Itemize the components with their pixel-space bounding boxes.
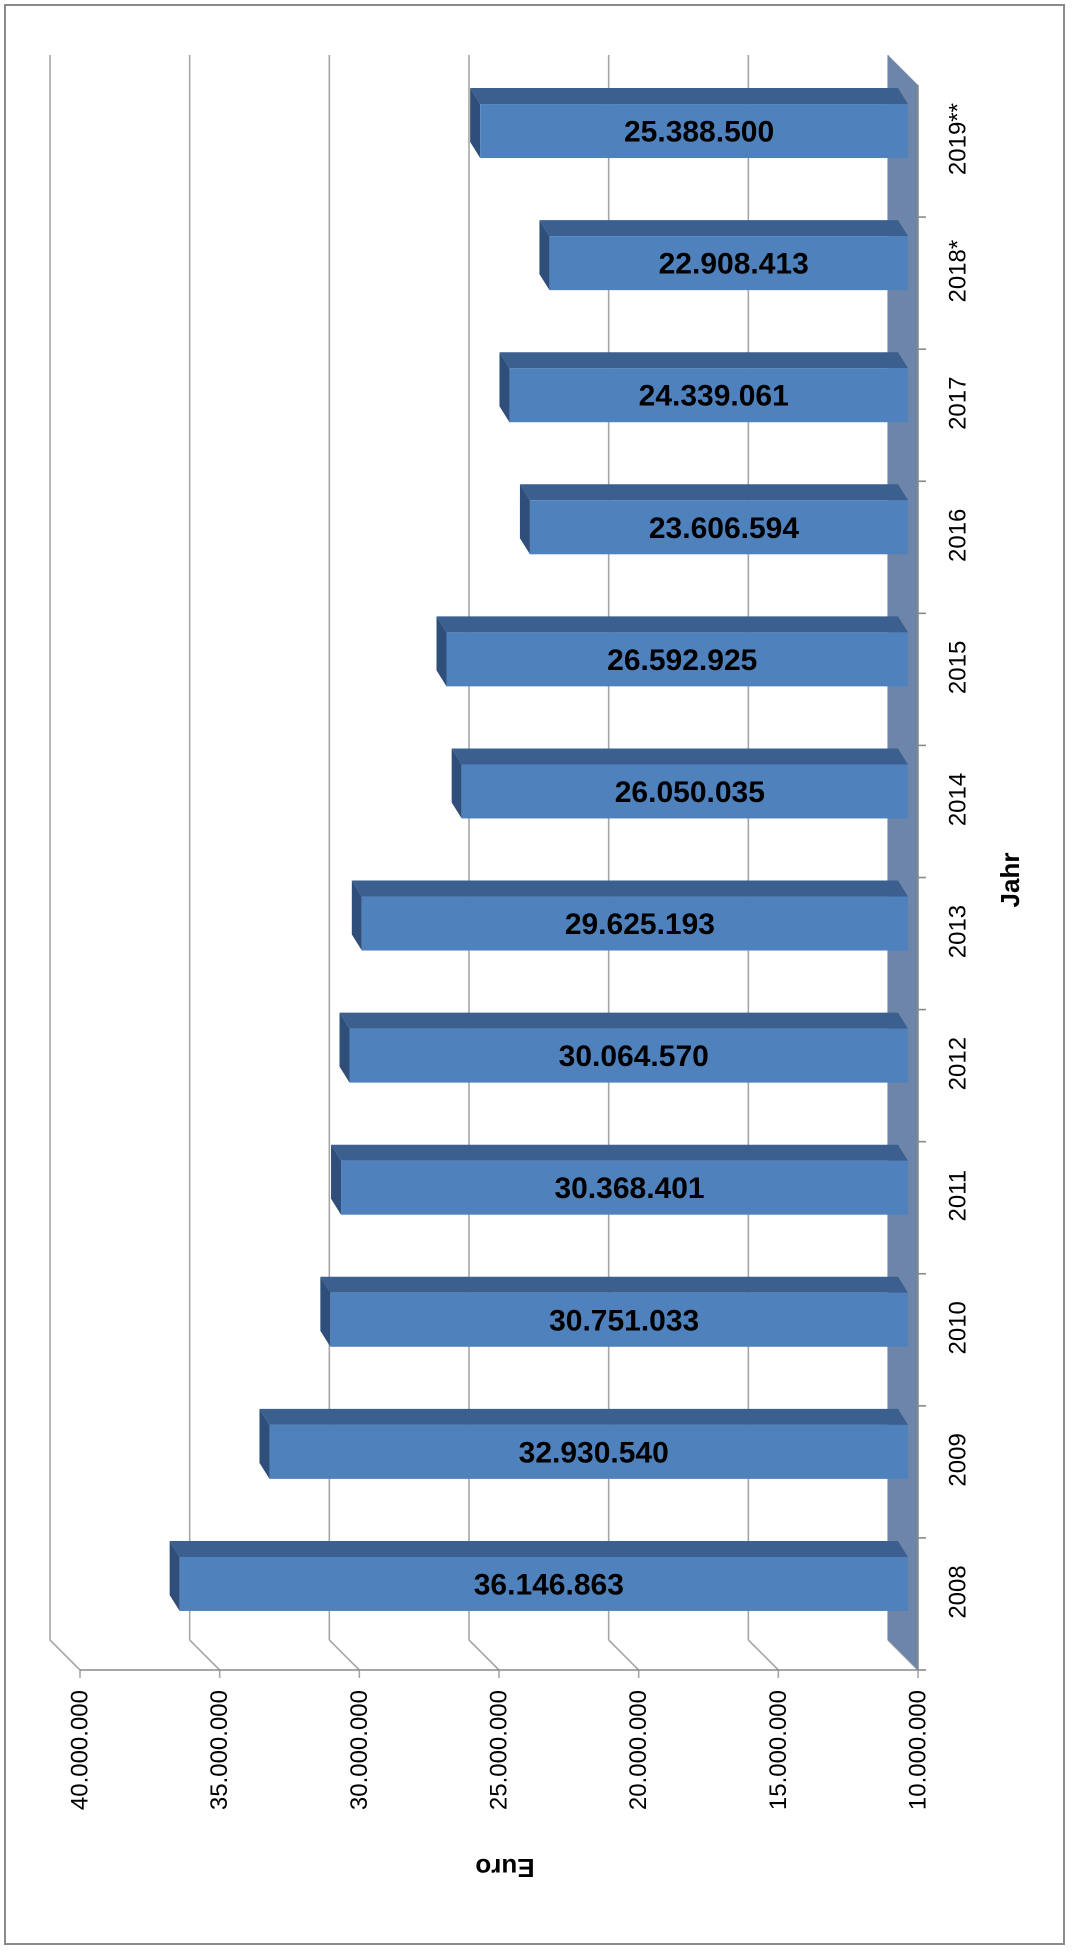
bar-end-face	[259, 1408, 270, 1479]
bar-top-face	[470, 88, 908, 105]
bar-top-face	[339, 1012, 908, 1029]
value-tick-label: 20.000.000	[625, 1690, 652, 1810]
data-label: 26.592.925	[607, 644, 757, 677]
gridline-depth	[747, 1639, 779, 1671]
bar-2011	[341, 1160, 908, 1215]
category-tick-label: 2011	[945, 1170, 972, 1222]
gridline-depth	[49, 1639, 81, 1671]
data-labels: 36.146.863 32.930.540 30.751.033 30.368.401…	[474, 116, 809, 1602]
bar-end-face	[331, 1144, 342, 1215]
bar-end-face	[320, 1276, 331, 1347]
data-label: 36.146.863	[474, 1568, 624, 1601]
data-label: 32.930.540	[519, 1436, 669, 1469]
bar-2012	[349, 1028, 908, 1083]
data-label: 30.064.570	[559, 1040, 709, 1073]
bar-top-face	[169, 1540, 908, 1557]
value-tick-label: 30.000.000	[346, 1690, 373, 1810]
category-tick-label: 2013	[945, 905, 972, 958]
bar-end-face	[339, 1012, 350, 1083]
gridline-depth	[328, 1639, 360, 1671]
back-wall	[888, 55, 918, 1670]
gridline-depth	[468, 1639, 500, 1671]
value-tick-label: 40.000.000	[67, 1690, 94, 1810]
category-tick-label: 2019**	[945, 103, 972, 175]
data-label: 26.050.035	[615, 776, 765, 809]
gridline-depth	[189, 1639, 221, 1671]
bar-2015	[446, 632, 908, 687]
bar-end-face	[436, 616, 447, 687]
category-tick-label: 2009	[945, 1433, 972, 1486]
bar-2019**	[480, 104, 908, 159]
gridline-depth	[608, 1639, 640, 1671]
bar-end-face	[470, 88, 481, 159]
value-tick-label: 10.000.000	[905, 1690, 932, 1810]
data-label: 23.606.594	[649, 512, 799, 545]
bar-top-face	[539, 220, 908, 237]
value-tick-label: 35.000.000	[206, 1690, 233, 1810]
bar-2016	[529, 500, 908, 555]
axes: 10.000.000 15.000.000 20.000.000 25.000.000…	[67, 85, 972, 1810]
data-label: 22.908.413	[659, 248, 809, 281]
value-tick-label: 25.000.000	[486, 1690, 513, 1810]
category-tick-label: 2015	[945, 641, 972, 694]
bars	[169, 88, 908, 1611]
bar-2008	[179, 1556, 908, 1611]
bar-2018*	[549, 236, 908, 291]
data-label: 24.339.061	[639, 380, 789, 413]
bar-end-face	[451, 748, 462, 819]
back-wall-panel	[888, 55, 918, 1670]
bar-top-face	[351, 880, 908, 897]
bar-top-face	[436, 616, 908, 633]
category-tick-label: 2010	[945, 1301, 972, 1354]
bar-end-face	[169, 1540, 180, 1611]
category-tick-label: 2018*	[945, 240, 972, 303]
data-label: 30.368.401	[554, 1172, 704, 1205]
bar-2013	[361, 896, 908, 951]
bar-top-face	[331, 1144, 908, 1161]
data-label: 30.751.033	[549, 1304, 699, 1337]
data-label: 25.388.500	[624, 116, 774, 149]
bar-end-face	[539, 220, 550, 291]
bar-2010	[330, 1292, 908, 1347]
value-axis-title: Euro	[475, 1853, 534, 1883]
bar-top-face	[499, 352, 908, 369]
category-tick-label: 2012	[945, 1037, 972, 1090]
bar-2017	[509, 368, 908, 423]
category-tick-label: 2017	[945, 377, 972, 430]
bar-top-face	[519, 484, 908, 501]
data-label: 29.625.193	[565, 908, 715, 941]
bar-end-face	[499, 352, 510, 423]
category-tick-label: 2016	[945, 509, 972, 562]
category-tick-label: 2014	[945, 773, 972, 826]
bar-2009	[269, 1424, 908, 1479]
bar-top-face	[451, 748, 908, 765]
bar-top-face	[259, 1408, 908, 1425]
value-tick-label: 15.000.000	[765, 1690, 792, 1810]
category-axis-title: Jahr	[995, 853, 1025, 908]
category-tick-label: 2008	[945, 1565, 972, 1618]
bar-end-face	[519, 484, 530, 555]
bar-end-face	[351, 880, 362, 951]
bar-2014	[461, 764, 908, 819]
bar-top-face	[320, 1276, 908, 1293]
